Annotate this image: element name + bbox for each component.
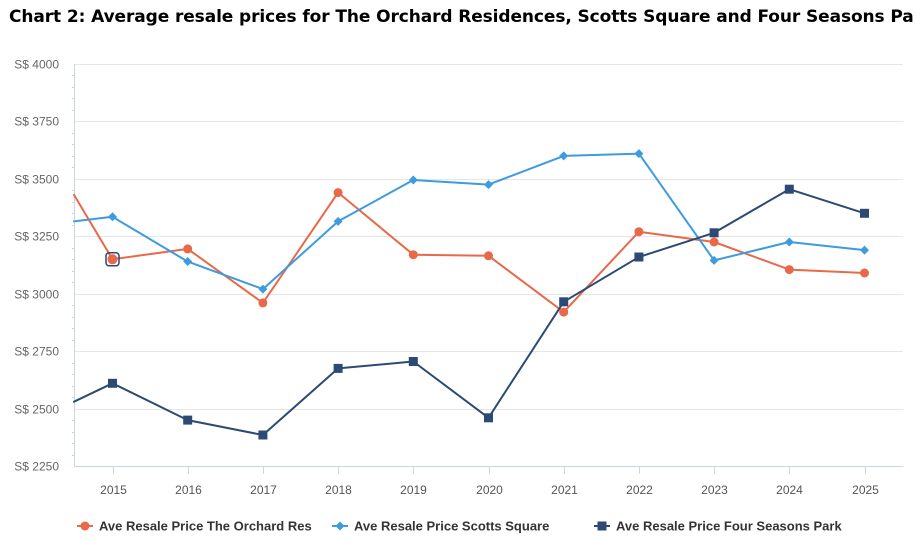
data-point[interactable] — [709, 228, 719, 238]
data-point[interactable] — [709, 237, 719, 247]
data-point[interactable] — [258, 284, 268, 294]
x-tick-label: 2024 — [776, 483, 803, 497]
data-point[interactable] — [108, 378, 117, 388]
y-tick-label: S$ 2500 — [14, 403, 59, 417]
data-point[interactable] — [258, 430, 268, 440]
legend-item-1[interactable]: Ave Resale Price Scotts Square — [332, 519, 549, 534]
x-tick-label: 2020 — [476, 483, 503, 497]
x-tick-label: 2019 — [400, 483, 427, 497]
legend-marker[interactable] — [335, 521, 345, 531]
legend-item-0[interactable]: Ave Resale Price The Orchard Res — [77, 519, 312, 534]
x-tick-label: 2015 — [100, 483, 127, 497]
legend-marker[interactable] — [597, 521, 607, 531]
y-tick-label: S$ 3750 — [14, 115, 59, 129]
highlighted-point-frame[interactable] — [105, 252, 120, 267]
data-point[interactable] — [634, 252, 644, 262]
legend-label: Ave Resale Price Four Seasons Park — [616, 519, 842, 534]
data-point[interactable] — [709, 255, 719, 265]
x-axis-tick-labels: 2015 2016 2017 2018 2019 2020 2021 2022 2023 2024… — [100, 483, 879, 497]
y-tick-label: S$ 3250 — [14, 230, 59, 244]
data-point[interactable] — [559, 297, 569, 307]
data-point[interactable] — [333, 188, 343, 198]
data-point[interactable] — [559, 151, 569, 161]
y-tick-label: S$ 4000 — [14, 58, 59, 72]
data-point[interactable] — [408, 250, 418, 260]
data-point[interactable] — [183, 415, 193, 425]
y-tick-label: S$ 2750 — [14, 345, 59, 359]
axes — [72, 64, 903, 474]
data-point[interactable] — [107, 254, 118, 265]
series-line-2 — [73, 188, 866, 436]
data-point[interactable] — [860, 208, 869, 218]
data-point[interactable] — [484, 180, 493, 190]
x-tick-label: 2021 — [551, 483, 578, 497]
x-tick-label: 2018 — [325, 483, 352, 497]
legend-label: Ave Resale Price The Orchard Res — [99, 519, 312, 534]
legend-label: Ave Resale Price Scotts Square — [354, 519, 549, 534]
y-tick-label: S$ 2250 — [14, 460, 59, 474]
data-point[interactable] — [860, 268, 869, 278]
data-point[interactable] — [183, 244, 193, 254]
chart-title: Chart 2: Average resale prices for The O… — [9, 7, 915, 27]
data-point[interactable] — [408, 357, 418, 366]
legend-marker[interactable] — [80, 521, 90, 531]
series-markers — [105, 149, 869, 440]
x-tick-label: 2023 — [701, 483, 728, 497]
y-axis-tick-labels: S$ 2250 S$ 2500 S$ 2750 S$ 3000 S$ 3250 S$ 35… — [14, 58, 59, 474]
data-point[interactable] — [408, 175, 418, 185]
x-tick-label: 2025 — [852, 483, 879, 497]
legend-item-2[interactable]: Ave Resale Price Four Seasons Park — [594, 519, 842, 534]
data-point[interactable] — [258, 298, 268, 308]
data-point[interactable] — [484, 413, 493, 423]
data-point[interactable] — [484, 251, 493, 261]
data-point[interactable] — [183, 257, 193, 267]
x-tick-label: 2016 — [175, 483, 202, 497]
data-point[interactable] — [333, 363, 343, 373]
data-point[interactable] — [784, 237, 794, 247]
x-tick-label: 2017 — [250, 483, 277, 497]
data-point[interactable] — [784, 184, 794, 194]
series-line-1 — [73, 152, 866, 291]
y-tick-label: S$ 3500 — [14, 173, 59, 187]
data-point[interactable] — [784, 265, 794, 275]
data-point[interactable] — [108, 212, 117, 222]
data-point[interactable] — [559, 307, 569, 317]
legend: Ave Resale Price The Orchard Res Ave Resa… — [77, 519, 842, 534]
x-tick-label: 2022 — [626, 483, 653, 497]
series-lines — [73, 152, 866, 436]
data-point[interactable] — [333, 216, 343, 226]
data-point[interactable] — [860, 245, 869, 255]
y-tick-label: S$ 3000 — [14, 288, 59, 302]
data-point[interactable] — [634, 227, 644, 237]
data-point[interactable] — [634, 149, 644, 159]
series-line-0 — [73, 191, 866, 314]
